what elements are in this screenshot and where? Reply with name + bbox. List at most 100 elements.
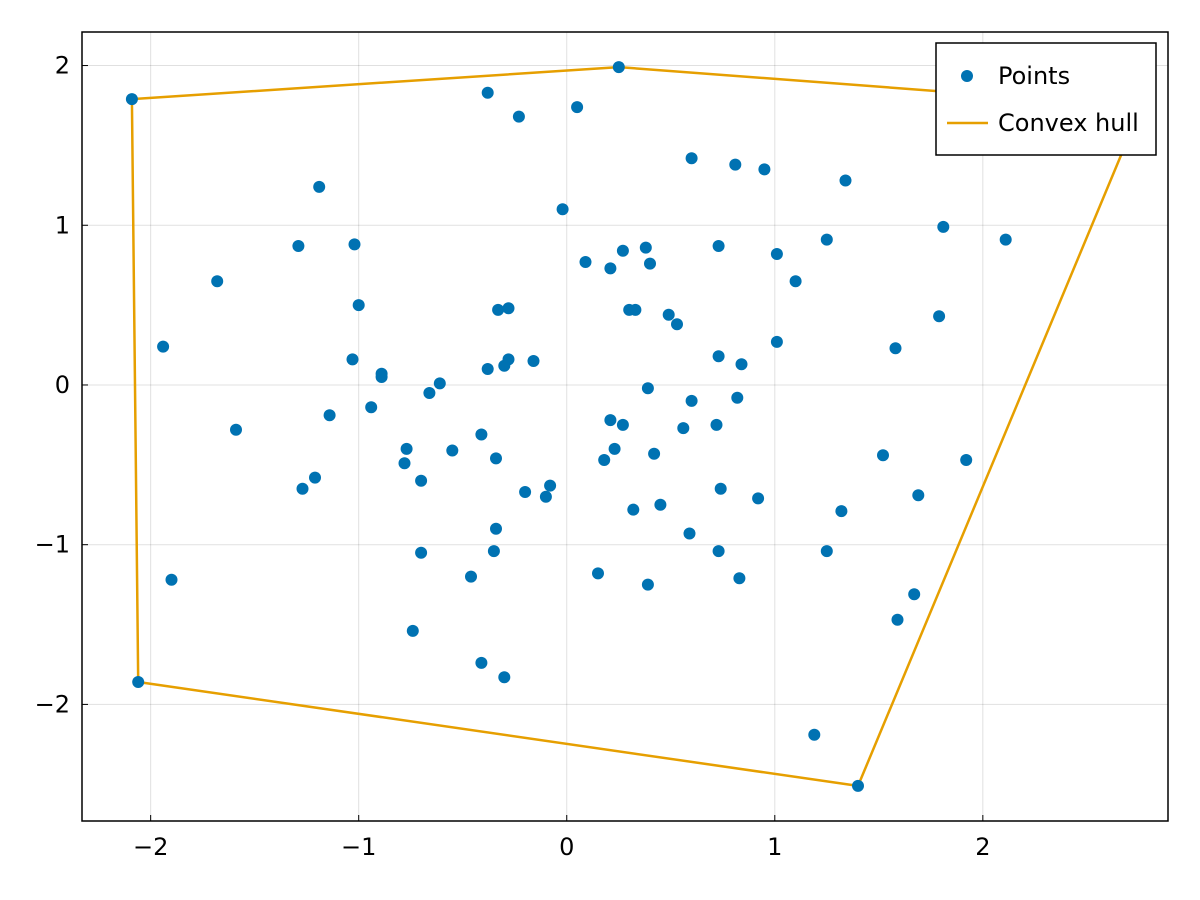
data-point: [960, 454, 973, 466]
x-tick-label: 0: [559, 833, 574, 861]
data-point: [683, 527, 696, 540]
data-point: [712, 350, 725, 363]
data-point: [498, 671, 511, 684]
data-point: [556, 203, 569, 216]
data-point: [839, 174, 852, 187]
data-point: [731, 391, 744, 404]
data-point: [415, 546, 428, 559]
data-point: [639, 241, 652, 254]
data-point: [933, 310, 946, 323]
data-point: [877, 449, 889, 462]
data-point: [527, 355, 540, 367]
data-point: [313, 180, 326, 193]
y-tick-label: 2: [55, 52, 70, 80]
data-point: [157, 340, 170, 353]
y-tick-label: 0: [55, 371, 70, 399]
data-point: [544, 479, 557, 492]
y-tick-label: −1: [35, 531, 70, 559]
data-point: [629, 303, 642, 316]
data-point: [296, 482, 309, 495]
data-point: [820, 233, 833, 246]
data-point: [519, 486, 532, 498]
data-point: [465, 570, 477, 583]
data-point: [627, 503, 640, 516]
data-point: [891, 613, 904, 626]
data-point: [375, 371, 388, 383]
x-axis: −2 −1 0 1 2: [133, 815, 990, 861]
data-point: [852, 779, 864, 792]
data-point: [481, 363, 494, 375]
legend-points-marker: [961, 70, 973, 82]
legend-hull-label: Convex hull: [998, 109, 1139, 137]
data-point: [292, 240, 305, 252]
data-point: [406, 624, 419, 637]
y-axis: −2 −1 0 1 2: [35, 52, 88, 718]
data-point: [808, 728, 821, 741]
data-point: [999, 233, 1012, 246]
x-tick-label: 1: [767, 833, 782, 861]
data-point: [125, 93, 138, 106]
data-point: [490, 452, 502, 465]
data-point: [770, 248, 783, 260]
data-point: [571, 101, 584, 114]
data-point: [539, 490, 552, 503]
data-point: [604, 262, 617, 275]
data-point: [348, 238, 361, 251]
data-point: [346, 353, 359, 366]
data-point: [616, 244, 629, 257]
data-point: [323, 409, 336, 422]
data-point: [770, 335, 783, 348]
data-point: [415, 474, 428, 487]
legend: Points Convex hull: [935, 42, 1157, 156]
data-point: [820, 545, 833, 558]
data-point: [733, 572, 746, 585]
data-point: [644, 257, 656, 270]
data-point: [735, 358, 748, 371]
data-point: [132, 676, 145, 688]
data-point: [433, 377, 446, 390]
data-point: [789, 275, 802, 288]
data-point: [671, 318, 683, 331]
data-point: [490, 522, 502, 535]
data-point: [498, 359, 511, 372]
data-point: [365, 401, 378, 414]
data-point: [912, 489, 925, 502]
data-point: [729, 158, 742, 171]
data-point: [230, 423, 242, 436]
data-point: [211, 275, 224, 288]
x-tick-label: −1: [341, 833, 376, 861]
data-point: [592, 567, 604, 580]
data-point: [492, 303, 505, 316]
legend-box: [935, 42, 1157, 156]
data-point: [710, 418, 723, 431]
data-point: [400, 442, 413, 455]
data-point: [752, 492, 765, 505]
data-point: [712, 240, 725, 252]
data-point: [512, 110, 525, 123]
data-point: [352, 299, 365, 312]
data-point: [648, 447, 661, 460]
x-tick-label: 2: [975, 833, 990, 861]
data-point: [641, 578, 654, 591]
data-point: [612, 61, 625, 74]
data-point: [685, 394, 698, 407]
data-point: [677, 422, 690, 435]
plot-frame: [81, 31, 1169, 822]
data-point: [685, 152, 698, 165]
data-point: [487, 545, 500, 558]
data-point: [165, 573, 178, 586]
data-point: [579, 256, 592, 268]
data-point: [423, 387, 436, 399]
data-point: [714, 482, 727, 495]
data-point: [641, 382, 654, 395]
data-point: [446, 444, 459, 457]
data-point: [889, 342, 902, 355]
data-point: [616, 418, 629, 431]
data-point: [654, 498, 667, 511]
data-point: [475, 428, 488, 441]
data-point: [475, 656, 488, 669]
data-point: [662, 308, 675, 321]
data-point: [309, 471, 321, 484]
data-point: [758, 163, 771, 176]
